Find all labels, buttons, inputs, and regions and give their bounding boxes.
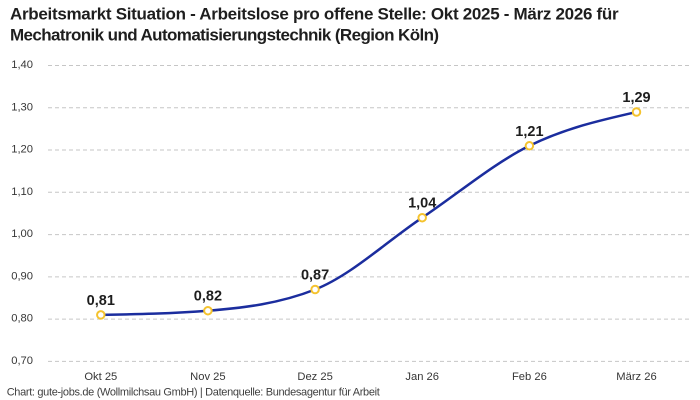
svg-text:0,82: 0,82 <box>194 289 222 305</box>
svg-text:1,00: 1,00 <box>11 228 33 240</box>
svg-text:Feb 26: Feb 26 <box>512 371 547 383</box>
svg-text:Okt 25: Okt 25 <box>84 371 117 383</box>
svg-text:Arbeitsmarkt Situation - Arbei: Arbeitsmarkt Situation - Arbeitslose pro… <box>10 5 619 24</box>
svg-text:0,80: 0,80 <box>11 313 33 325</box>
svg-text:1,04: 1,04 <box>408 196 436 212</box>
svg-text:Nov 25: Nov 25 <box>190 371 225 383</box>
svg-text:Chart: gute-jobs.de (Wollmilch: Chart: gute-jobs.de (Wollmilchsau GmbH) … <box>7 387 380 399</box>
svg-text:0,81: 0,81 <box>87 293 115 309</box>
svg-text:0,90: 0,90 <box>11 271 33 283</box>
svg-text:1,29: 1,29 <box>622 90 650 106</box>
svg-text:1,30: 1,30 <box>11 101 33 113</box>
svg-text:1,10: 1,10 <box>11 186 33 198</box>
svg-text:März 26: März 26 <box>616 371 656 383</box>
svg-text:1,40: 1,40 <box>11 59 33 71</box>
svg-text:Mechatronik und Automatisierun: Mechatronik und Automatisierungstechnik … <box>10 26 438 45</box>
svg-text:1,20: 1,20 <box>11 144 33 156</box>
svg-text:0,87: 0,87 <box>301 268 329 284</box>
svg-text:0,70: 0,70 <box>11 355 33 367</box>
svg-text:1,21: 1,21 <box>515 124 543 140</box>
svg-text:Jan 26: Jan 26 <box>405 371 439 383</box>
svg-text:Dez 25: Dez 25 <box>297 371 332 383</box>
